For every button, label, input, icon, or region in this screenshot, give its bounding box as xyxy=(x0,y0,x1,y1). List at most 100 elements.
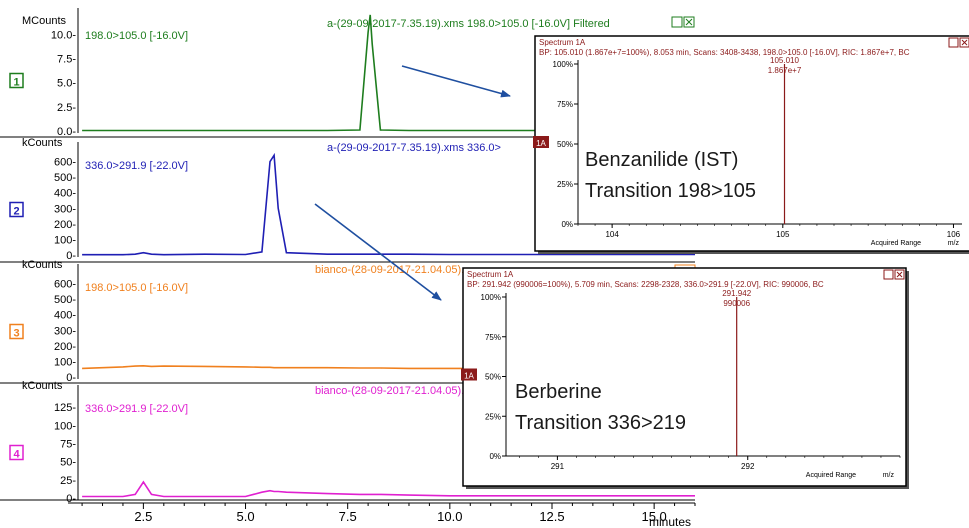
trace-file-label: a-(29-09-2017-7.35.19).xms 336.0> xyxy=(327,142,501,154)
spectrum-badge[interactable] xyxy=(461,368,477,381)
spectrum-badge-label: 1A xyxy=(464,372,474,381)
spectrum-header: BP: 105.010 (1.867e+7=100%), 8.053 min, … xyxy=(539,48,910,57)
restore-icon[interactable] xyxy=(671,16,683,28)
y-unit-label: kCounts xyxy=(22,380,63,392)
y-tick-label: 400- xyxy=(54,188,76,200)
trace-file-label: bianco-(28-09-2017-21.04.05). xyxy=(315,385,464,397)
callout-arrows xyxy=(314,65,511,301)
trace-panel-1[interactable]: MCounts 0.0- 2.5- 5.0- 7.5- 10.0- 1 198.0>105.0… xyxy=(0,8,695,138)
trace-panel-4[interactable]: kCounts 0- 25- 50- 75- 100- 125- 4 336.0>291.9 [… xyxy=(0,380,695,505)
trace-file-label: a-(29-09-2017-7.35.19).xms 198.0>105.0 [… xyxy=(327,18,610,30)
x-axis-label: minutes xyxy=(649,515,691,528)
trace-line xyxy=(82,480,695,498)
x-tick-label: 12.5 xyxy=(539,509,564,524)
spectrum-badge-label: 1A xyxy=(536,139,546,148)
trace-line xyxy=(82,14,695,132)
y-unit-label: kCounts xyxy=(22,259,63,271)
y-unit-label: kCounts xyxy=(22,137,63,149)
y-tick-label: 300- xyxy=(54,203,76,215)
y-tick-label: 0- xyxy=(66,493,76,505)
y-tick-label: 0.0- xyxy=(57,126,76,138)
y-tick-label: 50% xyxy=(485,373,501,382)
mz-axis-label: m/z xyxy=(883,472,895,479)
x-tick-label: 7.5 xyxy=(339,509,357,524)
window-title: Spectrum 1A xyxy=(467,270,514,279)
x-tick-label: 104 xyxy=(605,230,619,239)
peak-intensity-label: 990006 xyxy=(723,299,750,308)
y-tick-label: 500- xyxy=(54,172,76,184)
trace-transition-label: 198.0>105.0 [-16.0V] xyxy=(85,282,188,294)
x-tick-label: 5.0 xyxy=(236,509,254,524)
y-tick-label: 2.5- xyxy=(57,102,76,114)
close-icon-glyph xyxy=(896,271,903,278)
y-tick-label: 100- xyxy=(54,234,76,246)
peak-intensity-label: 1.867e+7 xyxy=(768,66,802,75)
trace-file-label: bianco-(28-09-2017-21.04.05). xyxy=(315,264,464,276)
arrow-to-spectrum1 xyxy=(401,65,511,98)
mz-axis-label: m/z xyxy=(948,240,960,247)
x-tick-label: 106 xyxy=(947,230,961,239)
trace-transition-label: 198.0>105.0 [-16.0V] xyxy=(85,30,188,42)
trace-number-box[interactable] xyxy=(9,201,24,218)
y-tick-label: 75- xyxy=(60,439,76,451)
y-unit-label: MCounts xyxy=(22,15,67,27)
transition-note: Transition 336>219 xyxy=(515,412,686,434)
trace-number-box[interactable] xyxy=(9,72,24,89)
trace-number: 2 xyxy=(13,206,19,218)
y-tick-label: 500- xyxy=(54,294,76,306)
x-tick-label: 105 xyxy=(776,230,790,239)
y-tick-label: 100% xyxy=(553,60,573,69)
y-tick-label: 7.5- xyxy=(57,53,76,65)
trace-transition-label: 336.0>291.9 [-22.0V] xyxy=(85,403,188,415)
y-tick-label: 25- xyxy=(60,475,76,487)
compound-name: Berberine xyxy=(515,381,602,403)
transition-note: Transition 198>105 xyxy=(585,180,756,202)
y-tick-label: 0% xyxy=(489,452,501,461)
restore-icon[interactable] xyxy=(948,37,959,48)
trace-number-box[interactable] xyxy=(9,444,24,461)
acquired-range-label: Acquired Range xyxy=(806,472,856,479)
acquired-range-label: Acquired Range xyxy=(871,240,921,247)
close-icon[interactable] xyxy=(894,269,905,280)
y-tick-label: 25% xyxy=(557,180,573,189)
window-frame xyxy=(534,35,969,252)
spectrum-badge[interactable] xyxy=(533,136,549,148)
y-tick-label: 400- xyxy=(54,310,76,322)
close-icon[interactable] xyxy=(683,16,695,28)
y-tick-label: 200- xyxy=(54,219,76,231)
trace-transition-label: 336.0>291.9 [-22.0V] xyxy=(85,160,188,172)
y-tick-label: 0- xyxy=(66,250,76,262)
close-icon-glyph xyxy=(685,18,693,26)
x-tick-label: 291 xyxy=(551,462,565,471)
y-tick-label: 50% xyxy=(557,140,573,149)
y-tick-label: 75% xyxy=(485,333,501,342)
y-tick-label: 100- xyxy=(54,356,76,368)
y-tick-label: 200- xyxy=(54,341,76,353)
y-tick-label: 100- xyxy=(54,420,76,432)
trace-line xyxy=(82,152,695,256)
trace-number-box[interactable] xyxy=(9,323,24,340)
peak-mz-label: 105.010 xyxy=(770,56,799,65)
close-icon-glyph xyxy=(961,39,968,46)
trace-number: 3 xyxy=(13,328,19,340)
y-tick-label: 50- xyxy=(60,457,76,469)
x-tick-label: 2.5 xyxy=(134,509,152,524)
trace-number: 4 xyxy=(13,449,20,461)
y-tick-label: 600- xyxy=(54,279,76,291)
trace-panel-2[interactable]: kCounts 0- 100- 200- 300- 400- 500- 600- 2 336.0>… xyxy=(0,137,695,263)
compound-name: Benzanilide (IST) xyxy=(585,149,738,171)
y-tick-label: 0- xyxy=(66,372,76,384)
y-tick-label: 0% xyxy=(561,220,573,229)
y-tick-label: 25% xyxy=(485,412,501,421)
y-tick-label: 10.0- xyxy=(51,29,76,41)
restore-icon[interactable] xyxy=(883,269,894,280)
y-tick-label: 100% xyxy=(481,293,501,302)
y-tick-label: 125- xyxy=(54,402,76,414)
x-tick-label: 10.0 xyxy=(437,509,462,524)
window-title: Spectrum 1A xyxy=(539,38,586,47)
close-icon[interactable] xyxy=(959,37,969,48)
